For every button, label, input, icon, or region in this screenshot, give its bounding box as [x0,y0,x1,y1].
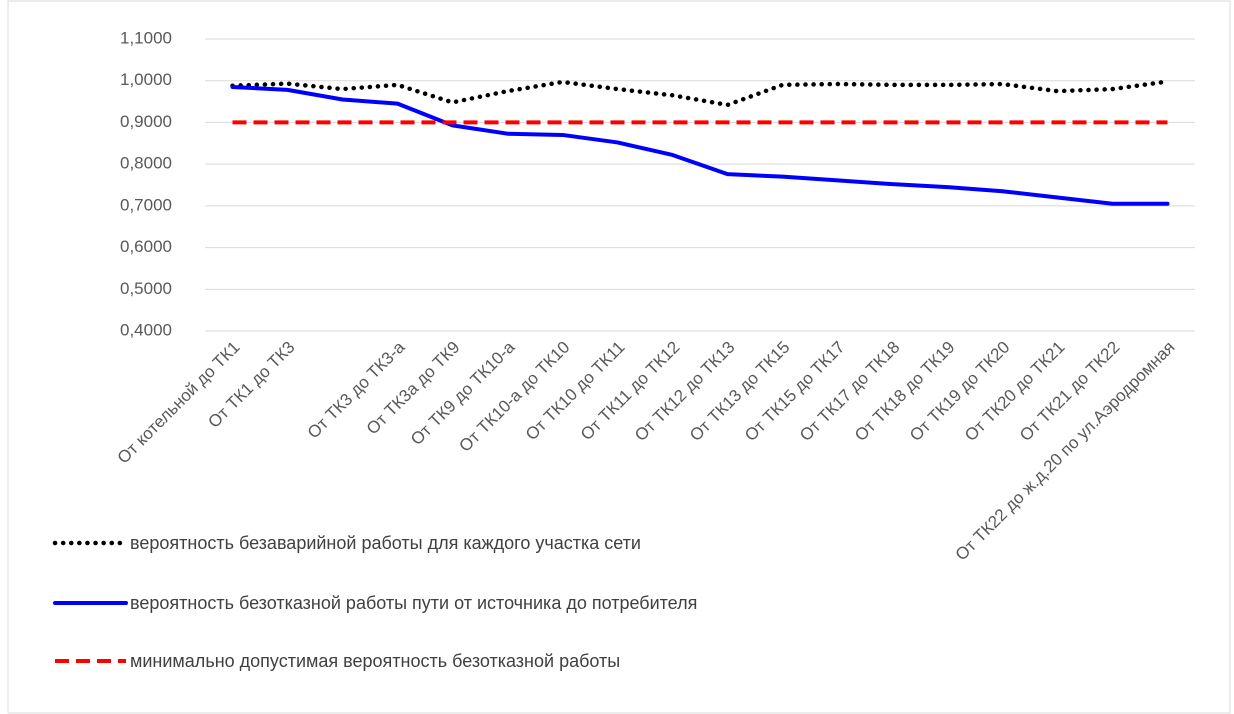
legend-swatch [52,540,129,546]
x-tick-label: От ТК18 до ТК19 [851,338,958,445]
x-tick-label: От ТК11 до ТК12 [577,338,684,445]
y-tick-label: 0,5000 [120,279,172,298]
y-tick-label: 0,6000 [120,237,172,256]
x-tick-label: От ТК17 до ТК18 [796,338,903,445]
x-tick-label: От ТК21 до ТК22 [1016,338,1123,445]
y-tick-label: 0,7000 [120,195,172,214]
x-tick-label: От ТК13 до ТК15 [686,338,793,445]
x-tick-label: От ТК15 до ТК17 [741,338,848,445]
y-tick-label: 1,0000 [120,70,172,89]
y-tick-label: 1,1000 [120,28,172,47]
x-tick-label: От ТК3 до ТК3-а [304,337,409,442]
series-line [230,84,1170,206]
x-tick-label: От ТК12 до ТК13 [631,338,738,445]
legend-swatch [55,659,126,663]
chart-border [7,0,1231,714]
y-tick-label: 0,4000 [120,320,172,339]
legend-swatch [53,601,128,605]
y-tick-label: 0,9000 [120,112,172,131]
x-tick-label: От ТК10 до ТК11 [522,338,629,445]
legend-label: минимально допустимая вероятность безотк… [130,651,621,671]
legend-label: вероятность безаварийной работы для кажд… [130,533,641,553]
x-tick-label: От ТК19 до ТК20 [906,338,1013,445]
x-tick-label: От ТК20 до ТК21 [961,338,1068,445]
x-tick-label: От ТК9 до ТК10-а [407,337,519,449]
y-tick-label: 0,8000 [120,154,172,173]
x-tick-label: От ТК3а до ТК9 [363,338,464,439]
legend-label: вероятность безотказной работы пути от и… [130,593,698,613]
